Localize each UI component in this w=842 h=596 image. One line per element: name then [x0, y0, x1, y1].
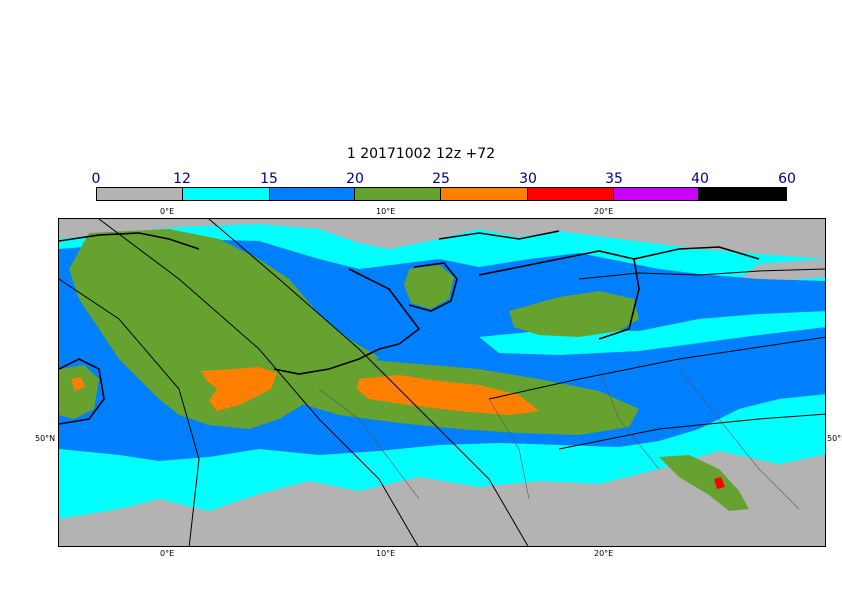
- colorbar-segment: [441, 188, 528, 200]
- lat-label-right: 50°N: [827, 434, 842, 443]
- coastline: [438, 230, 560, 240]
- coastlines: [59, 230, 760, 425]
- country-border: [488, 398, 530, 500]
- orange-region-west: [201, 367, 277, 411]
- gray-region-north: [59, 219, 825, 259]
- coastline: [273, 268, 421, 375]
- colorbar-segment: [527, 188, 614, 200]
- lon-label-top: 10°E: [376, 207, 396, 216]
- colorbar-label: 15: [260, 171, 278, 187]
- colorbar: [96, 187, 787, 201]
- green-region-denmark: [404, 265, 454, 309]
- colorbar-label: 0: [91, 171, 101, 187]
- map-canvas: [59, 219, 825, 546]
- coastline: [633, 246, 760, 260]
- isobar-line: [558, 413, 825, 450]
- orange-region-central: [357, 375, 539, 415]
- colorbar-label: 12: [173, 171, 191, 187]
- lon-label-bottom: 10°E: [376, 549, 396, 558]
- isobar-line: [98, 219, 419, 546]
- colorbar-label: 35: [605, 171, 623, 187]
- coastline: [478, 250, 640, 340]
- colorbar-label: 30: [519, 171, 537, 187]
- isobar-line: [488, 336, 825, 400]
- colorbar-label: 20: [346, 171, 364, 187]
- lon-label-bottom: 0°E: [160, 549, 175, 558]
- isobar-line: [59, 278, 200, 546]
- isobar-line: [578, 268, 825, 280]
- colorbar-segment: [699, 188, 786, 200]
- map-title: 1 20171002 12z +72: [346, 146, 496, 162]
- isobars: [59, 219, 825, 546]
- colorbar-segment: [182, 188, 270, 200]
- gray-region-south: [59, 451, 825, 546]
- colorbar-segment: [97, 188, 183, 200]
- colorbar-segment: [613, 188, 700, 200]
- weather-map: [58, 218, 826, 547]
- colorbar-label: 60: [778, 171, 796, 187]
- lon-label-top: 20°E: [594, 207, 614, 216]
- country-borders: [318, 368, 800, 510]
- colorbar-segment: [269, 188, 356, 200]
- coastline: [59, 358, 105, 425]
- lat-label-left: 50°N: [35, 434, 56, 443]
- green-region-baltic: [509, 291, 639, 337]
- coastline: [408, 262, 458, 312]
- colorbar-label: 40: [691, 171, 709, 187]
- colorbar-segment: [355, 188, 441, 200]
- lon-label-top: 0°E: [160, 207, 175, 216]
- colorbar-label: 25: [432, 171, 450, 187]
- coastline: [59, 232, 200, 250]
- cyan-streak: [479, 311, 825, 355]
- orange-region-small: [71, 377, 85, 391]
- lon-label-bottom: 20°E: [594, 549, 614, 558]
- red-spot: [714, 477, 725, 489]
- green-region-west-coast: [59, 365, 99, 419]
- isobar-line: [208, 219, 529, 546]
- country-border: [318, 388, 420, 500]
- country-border: [598, 368, 660, 470]
- country-border: [678, 368, 800, 510]
- green-region-alps: [659, 455, 749, 511]
